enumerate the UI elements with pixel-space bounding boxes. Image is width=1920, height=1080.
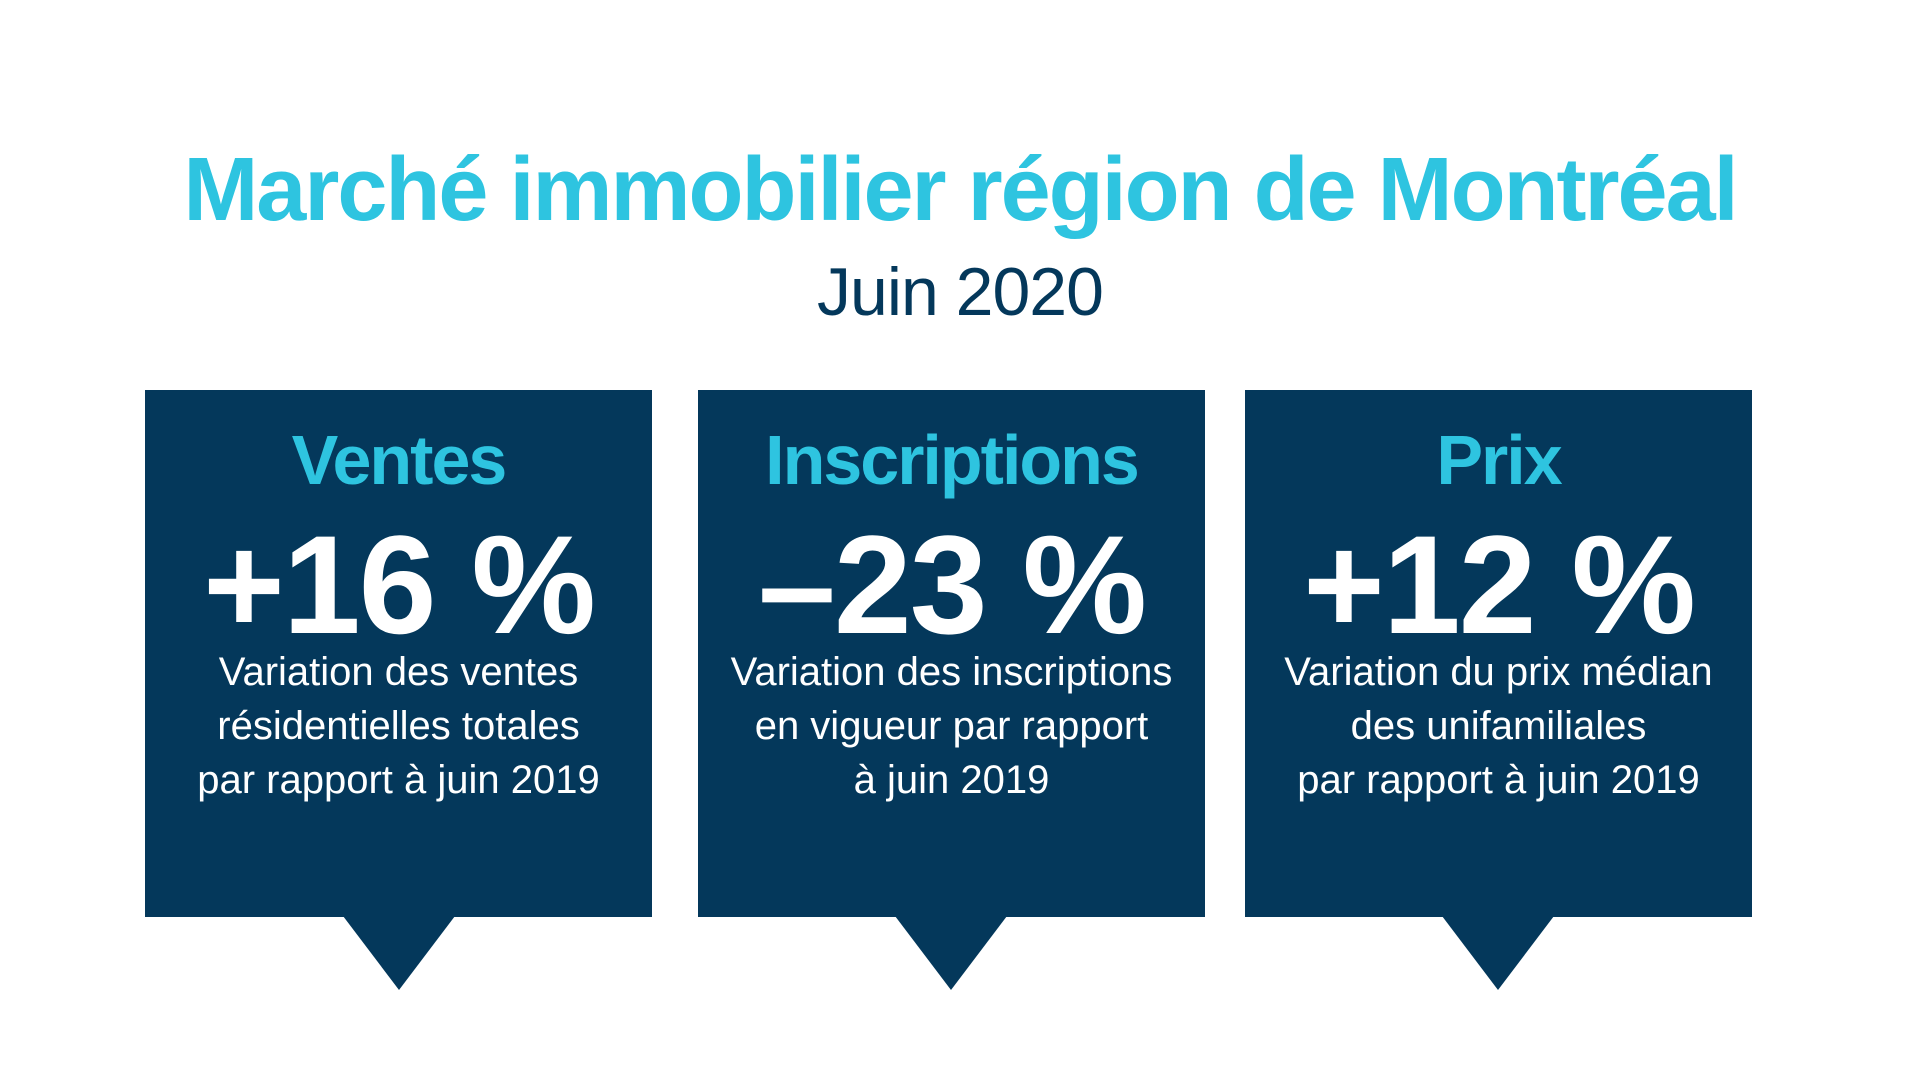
description-line: par rapport à juin 2019	[197, 758, 600, 802]
description-line: en vigueur par rapport	[754, 704, 1149, 748]
card-value: +12 %	[1303, 506, 1696, 663]
page-title: Marché immobilier région de Montréal	[183, 140, 1738, 240]
card-value: –23 %	[758, 506, 1147, 663]
description-line: résidentielles totales	[217, 704, 580, 748]
card-title: Prix	[1436, 421, 1562, 499]
description-line: Variation des ventes	[218, 650, 579, 694]
card-prix: Prix +12 % Variation du prix médian des …	[1245, 390, 1752, 990]
page-subtitle: Juin 2020	[817, 254, 1104, 330]
card-ventes: Ventes +16 % Variation des ventes réside…	[145, 390, 652, 990]
card-value: +16 %	[203, 506, 596, 663]
description-line: Variation du prix médian	[1284, 650, 1713, 694]
speech-pointer	[1442, 916, 1554, 990]
card-title: Inscriptions	[765, 421, 1140, 499]
card-description: Variation des inscriptions en vigueur pa…	[698, 645, 1205, 807]
card-description: Variation des ventes résidentielles tota…	[145, 645, 652, 807]
speech-pointer	[343, 916, 455, 990]
description-line: des unifamiliales	[1350, 704, 1647, 748]
description-line: Variation des inscriptions	[730, 650, 1173, 694]
card-title: Ventes	[291, 421, 508, 499]
speech-pointer	[895, 916, 1007, 990]
card-description: Variation du prix médian des unifamilial…	[1245, 645, 1752, 807]
description-line: à juin 2019	[853, 758, 1050, 802]
card-inscriptions: Inscriptions –23 % Variation des inscrip…	[698, 390, 1205, 990]
description-line: par rapport à juin 2019	[1297, 758, 1700, 802]
